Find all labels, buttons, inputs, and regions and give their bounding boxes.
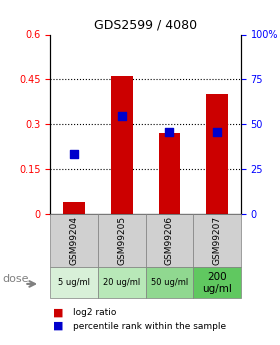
- Text: 5 ug/ml: 5 ug/ml: [58, 278, 90, 287]
- Text: GSM99207: GSM99207: [213, 216, 221, 265]
- Text: 200
ug/ml: 200 ug/ml: [202, 272, 232, 294]
- Text: dose: dose: [3, 275, 29, 284]
- Bar: [111, 76, 132, 214]
- Bar: [206, 94, 228, 214]
- Text: GSM99205: GSM99205: [117, 216, 126, 265]
- Text: 20 ug/ml: 20 ug/ml: [103, 278, 141, 287]
- Bar: [64, 202, 85, 214]
- Text: log2 ratio: log2 ratio: [73, 308, 116, 317]
- Point: [167, 129, 172, 135]
- Text: ■: ■: [53, 307, 64, 317]
- Title: GDS2599 / 4080: GDS2599 / 4080: [94, 19, 197, 32]
- Point: [72, 151, 76, 157]
- Text: 50 ug/ml: 50 ug/ml: [151, 278, 188, 287]
- Bar: [159, 133, 180, 214]
- Text: ■: ■: [53, 321, 64, 331]
- Text: GSM99204: GSM99204: [70, 216, 79, 265]
- Text: GSM99206: GSM99206: [165, 216, 174, 265]
- Point: [120, 114, 124, 119]
- Text: percentile rank within the sample: percentile rank within the sample: [73, 322, 226, 331]
- Point: [215, 129, 219, 135]
